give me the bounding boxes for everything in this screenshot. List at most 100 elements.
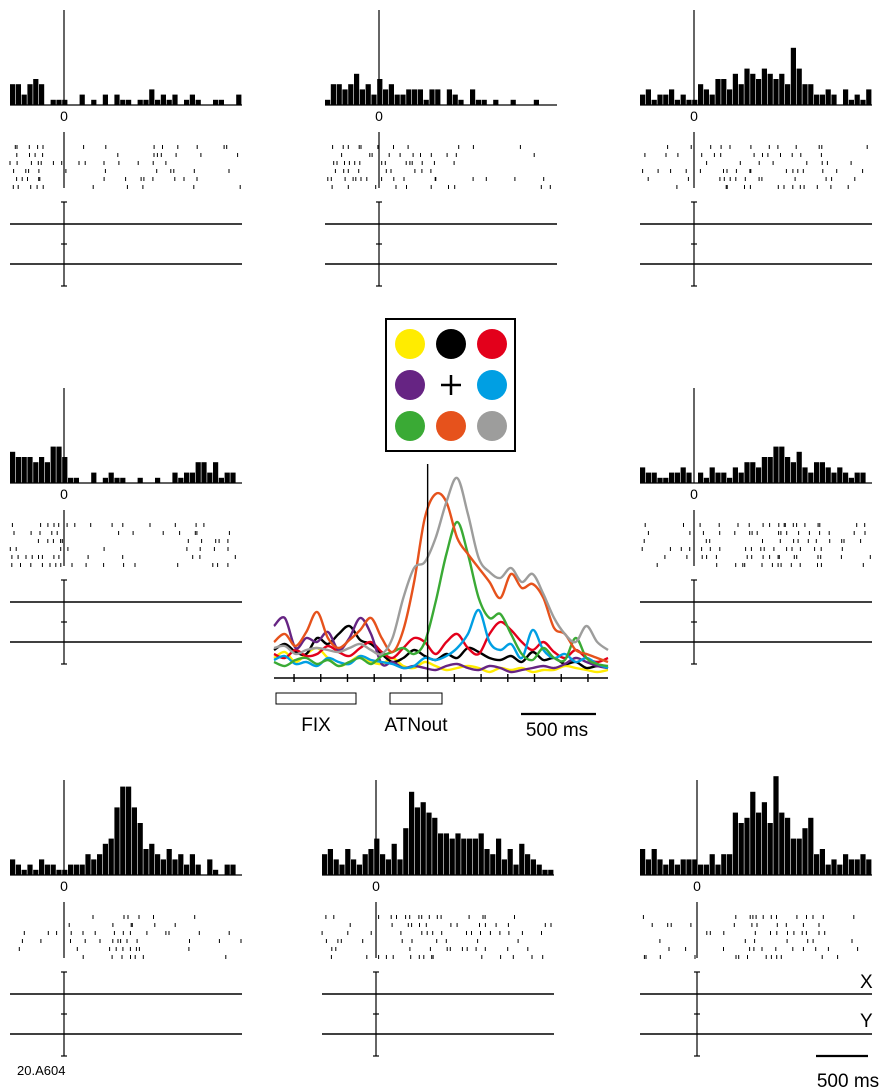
hist-bar — [397, 859, 403, 875]
hist-bar — [155, 477, 161, 483]
hist-bar — [322, 854, 328, 875]
hist-bar — [10, 451, 16, 483]
hist-bar — [406, 89, 412, 105]
hist-bar — [73, 477, 79, 483]
hist-bar — [73, 864, 79, 875]
cell-id-label: 20.A604 — [17, 1063, 65, 1078]
hist-bar — [368, 849, 374, 875]
hist-bar — [213, 99, 219, 105]
population-line — [273, 491, 609, 664]
hist-bar — [160, 859, 166, 875]
legend-dot-black — [436, 329, 466, 359]
hist-bar — [848, 859, 854, 875]
hist-bar — [767, 457, 773, 483]
hist-bar — [213, 462, 219, 483]
hist-bar — [802, 828, 808, 875]
hist-bar — [802, 467, 808, 483]
hist-bar — [56, 446, 62, 483]
hist-bar — [472, 838, 478, 875]
hist-bar — [744, 462, 750, 483]
zero-label: 0 — [60, 108, 68, 124]
hist-bar — [651, 472, 657, 483]
hist-bar — [15, 84, 21, 105]
hist-bar — [359, 89, 365, 105]
hist-bar — [657, 94, 663, 105]
hist-bar — [143, 849, 149, 875]
zero-label: 0 — [60, 486, 68, 502]
population-line — [273, 616, 609, 674]
hist-bar — [351, 859, 357, 875]
hist-bar — [478, 833, 484, 875]
hist-bar — [10, 859, 16, 875]
hist-bar — [744, 817, 750, 875]
hist-bar — [493, 99, 499, 105]
zero-label: 0 — [60, 878, 68, 894]
hist-bar — [56, 869, 62, 875]
hist-bar — [761, 457, 767, 483]
zero-label: 0 — [690, 108, 698, 124]
hist-bar — [686, 859, 692, 875]
legend-dot-blue — [477, 370, 507, 400]
hist-bar — [767, 823, 773, 875]
y-channel-label: Y — [860, 1011, 873, 1032]
attn-epoch-box — [389, 692, 443, 705]
hist-bar — [680, 94, 686, 105]
hist-bar — [692, 99, 698, 105]
hist-bar — [137, 99, 143, 105]
hist-bar — [669, 89, 675, 105]
hist-bar — [715, 79, 721, 105]
hist-bar — [189, 94, 195, 105]
attn-label: ATNout — [384, 715, 448, 736]
hist-bar — [814, 462, 820, 483]
hist-bar — [207, 859, 213, 875]
hist-bar — [172, 94, 178, 105]
hist-bar — [33, 869, 39, 875]
hist-bar — [837, 864, 843, 875]
hist-bar — [854, 859, 860, 875]
population-plot — [273, 464, 609, 716]
hist-bar — [39, 859, 45, 875]
hist-bar — [120, 477, 126, 483]
hist-bar — [160, 94, 166, 105]
hist-bar — [548, 869, 554, 875]
hist-bar — [446, 89, 452, 105]
hist-bar — [224, 472, 230, 483]
hist-bar — [825, 467, 831, 483]
legend-dot-gray — [477, 411, 507, 441]
hist-bar — [458, 99, 464, 105]
hist-bar — [866, 859, 872, 875]
hist-bar — [837, 467, 843, 483]
hist-bar — [709, 467, 715, 483]
hist-bar — [651, 99, 657, 105]
hist-bar — [750, 73, 756, 105]
hist-bar — [336, 84, 342, 105]
hist-bar — [461, 838, 467, 875]
hist-bar — [189, 472, 195, 483]
hist-bar — [27, 457, 33, 483]
hist-bar — [761, 802, 767, 875]
hist-bar — [475, 99, 481, 105]
hist-bar — [325, 99, 331, 105]
hist-bar — [365, 84, 371, 105]
hist-bar — [802, 84, 808, 105]
hist-bar — [640, 849, 646, 875]
hist-bar — [114, 807, 120, 875]
hist-bar — [790, 462, 796, 483]
hist-bar — [779, 812, 785, 875]
hist-bar — [703, 864, 709, 875]
hist-bar — [44, 864, 50, 875]
hist-bar — [50, 864, 56, 875]
hist-bar — [501, 859, 507, 875]
hist-bar — [796, 68, 802, 105]
hist-bar — [380, 854, 386, 875]
hist-bar — [108, 838, 114, 875]
hist-bar — [645, 472, 651, 483]
hist-bar — [85, 854, 91, 875]
hist-bar — [383, 89, 389, 105]
hist-bar — [50, 99, 56, 105]
hist-bar — [703, 477, 709, 483]
hist-bar — [750, 462, 756, 483]
hist-bar — [184, 864, 190, 875]
hist-bar — [97, 854, 103, 875]
hist-bar — [394, 94, 400, 105]
